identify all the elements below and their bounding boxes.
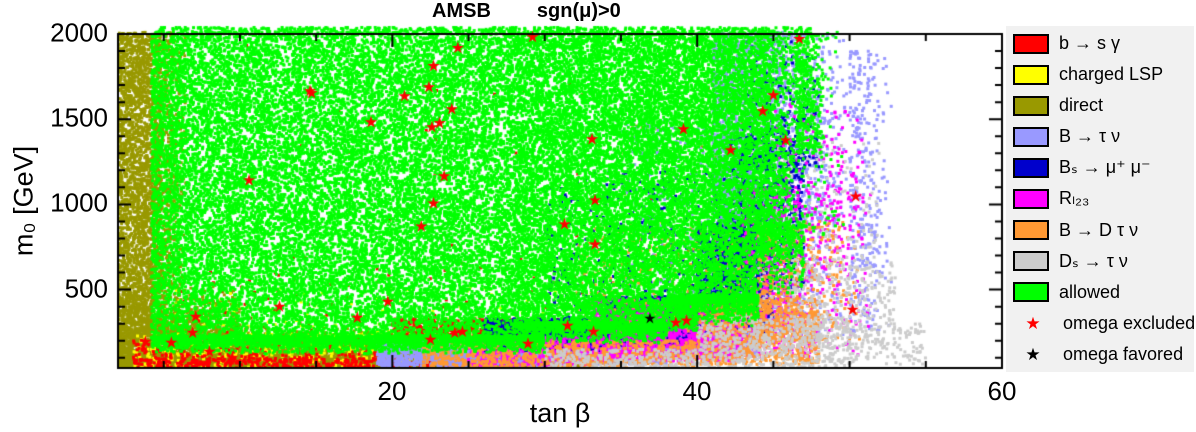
x-axis-label: tan β bbox=[529, 398, 591, 428]
y-tick-label-1500: 1500 bbox=[50, 102, 108, 133]
legend-entry-label: omega favored bbox=[1063, 343, 1184, 364]
y-axis-label: m₀ [GeV] bbox=[8, 145, 39, 257]
legend-color-swatch bbox=[1013, 64, 1049, 85]
y-tick-label-500: 500 bbox=[64, 273, 108, 304]
legend-color-swatch bbox=[1013, 95, 1049, 116]
x-tick-label-40: 40 bbox=[682, 376, 712, 406]
legend-box: b → s γ charged LSP direct B → τ ν Bₛ → … bbox=[1006, 26, 1196, 372]
plot-title-model: AMSB bbox=[432, 0, 491, 22]
legend-color-swatch bbox=[1013, 126, 1049, 147]
legend-entry-label: Dₛ → τ ν bbox=[1059, 250, 1128, 271]
legend-entry-label: Rₗ₂₃ bbox=[1059, 188, 1090, 209]
x-tick-label-60: 60 bbox=[987, 376, 1017, 406]
legend-color-swatch bbox=[1013, 33, 1049, 54]
plot-title-sign: sgn(μ)>0 bbox=[536, 0, 621, 22]
legend-color-swatch bbox=[1013, 188, 1049, 209]
legend-color-swatch bbox=[1013, 220, 1049, 240]
legend-entry-label: allowed bbox=[1059, 281, 1121, 302]
legend-entry-label: charged LSP bbox=[1059, 64, 1164, 85]
y-tick-label-1000: 1000 bbox=[50, 187, 108, 218]
red-star-icon: ★ bbox=[1025, 313, 1041, 333]
legend-entry-omega-excluded: ★ omega excluded bbox=[1006, 309, 1196, 338]
legend-entry-b-dtaunu: B → D τ ν bbox=[1006, 216, 1194, 245]
legend-entry-label: Bₛ → μ⁺ μ⁻ bbox=[1059, 157, 1151, 178]
legend-color-swatch bbox=[1013, 157, 1049, 178]
legend-entry-ds-taunu: Dₛ → τ ν bbox=[1006, 247, 1194, 276]
black-star-icon: ★ bbox=[1025, 344, 1041, 364]
legend-entry-charged-lsp: charged LSP bbox=[1006, 60, 1194, 89]
y-tick-label-2000: 2000 bbox=[50, 17, 108, 48]
legend-entry-label: omega excluded bbox=[1063, 312, 1196, 333]
legend-entry-label: b → s γ bbox=[1059, 33, 1121, 54]
legend-entry-label: B → τ ν bbox=[1059, 126, 1121, 147]
legend-entry-label: B → D τ ν bbox=[1059, 219, 1139, 240]
legend-entry-rl23: Rₗ₂₃ bbox=[1006, 184, 1194, 213]
legend-entry-bs-mumu: Bₛ → μ⁺ μ⁻ bbox=[1006, 153, 1194, 182]
legend-entry-direct: direct bbox=[1006, 91, 1194, 120]
legend-color-swatch bbox=[1013, 282, 1049, 303]
legend-entry-allowed: allowed bbox=[1006, 278, 1194, 307]
legend-entry-omega-favored: ★ omega favored bbox=[1006, 340, 1194, 369]
legend-entry-bsgamma: b → s γ bbox=[1006, 29, 1194, 58]
x-tick-label-20: 20 bbox=[377, 376, 407, 406]
plot-title: AMSB sgn(μ)>0 bbox=[432, 0, 621, 23]
legend-entry-b-taunu: B → τ ν bbox=[1006, 122, 1194, 151]
legend-color-swatch bbox=[1013, 251, 1049, 272]
legend-entry-label: direct bbox=[1059, 95, 1104, 116]
